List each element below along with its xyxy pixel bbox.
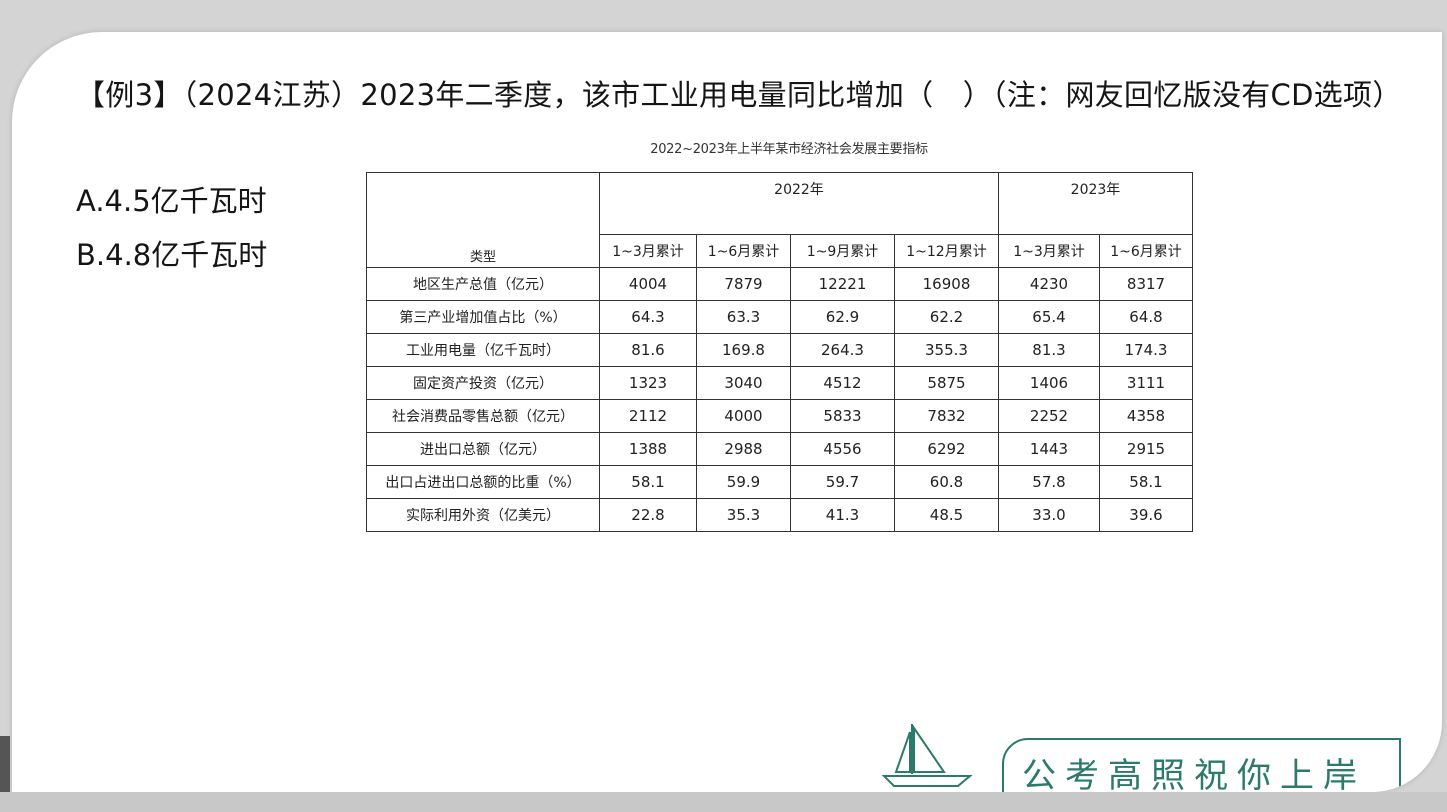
table-cell: 33.0 [998, 498, 1100, 532]
option-b: B.4.8亿千瓦时 [76, 238, 268, 272]
table-cell: 62.9 [790, 300, 895, 334]
row-label: 工业用电量（亿千瓦时） [366, 333, 600, 367]
subheader: 1~6月累计 [696, 234, 791, 268]
table-cell: 1443 [998, 432, 1100, 466]
option-a: A.4.5亿千瓦时 [76, 184, 267, 218]
table-cell: 1388 [599, 432, 697, 466]
table-cell: 64.3 [599, 300, 697, 334]
slide: 【例3】（2024江苏）2023年二季度，该市工业用电量同比增加（ ）（注：网友… [12, 32, 1442, 792]
table-cell: 16908 [894, 267, 999, 301]
table-cell: 169.8 [696, 333, 791, 367]
table-cell: 6292 [894, 432, 999, 466]
indicator-table: 类型 2022年 2023年 1~3月累计 1~6月累计 1~9月累计 1~12… [366, 172, 1193, 532]
subheader: 1~6月累计 [1099, 234, 1193, 268]
table-cell: 4512 [790, 366, 895, 400]
table-cell: 8317 [1099, 267, 1193, 301]
subheader: 1~3月累计 [599, 234, 697, 268]
table-row: 地区生产总值（亿元） 4004 7879 12221 16908 4230 8317 [366, 267, 1193, 301]
table-cell: 2252 [998, 399, 1100, 433]
table-cell: 57.8 [998, 465, 1100, 499]
table-cell: 22.8 [599, 498, 697, 532]
row-label: 固定资产投资（亿元） [366, 366, 600, 400]
table-cell: 58.1 [1099, 465, 1193, 499]
left-edge-bar [0, 736, 10, 812]
table-cell: 5875 [894, 366, 999, 400]
table-row: 进出口总额（亿元） 1388 2988 4556 6292 1443 2915 [366, 432, 1193, 466]
table-row: 第三产业增加值占比（%） 64.3 63.3 62.9 62.2 65.4 64.8 [366, 300, 1193, 334]
table-cell: 4004 [599, 267, 697, 301]
table-cell: 7832 [894, 399, 999, 433]
table-cell: 62.2 [894, 300, 999, 334]
table-cell: 48.5 [894, 498, 999, 532]
table-cell: 264.3 [790, 333, 895, 367]
table-cell: 5833 [790, 399, 895, 433]
table-row: 工业用电量（亿千瓦时） 81.6 169.8 264.3 355.3 81.3 174.3 [366, 333, 1193, 367]
table-cell: 59.7 [790, 465, 895, 499]
table-cell: 2988 [696, 432, 791, 466]
subheader: 1~9月累计 [790, 234, 895, 268]
table-cell: 4358 [1099, 399, 1193, 433]
table-cell: 58.1 [599, 465, 697, 499]
table-cell: 4556 [790, 432, 895, 466]
table-cell: 7879 [696, 267, 791, 301]
footer-banner [1002, 738, 1401, 792]
table-row: 出口占进出口总额的比重（%） 58.1 59.9 59.7 60.8 57.8 58.1 [366, 465, 1193, 499]
footer-slogan: 公考高照祝你上岸 [1022, 756, 1366, 792]
row-label: 进出口总额（亿元） [366, 432, 600, 466]
row-label: 实际利用外资（亿美元） [366, 498, 600, 532]
table-cell: 12221 [790, 267, 895, 301]
table-row: 社会消费品零售总额（亿元） 2112 4000 5833 7832 2252 4358 [366, 399, 1193, 433]
sailboat-icon [881, 724, 973, 787]
bottom-strip [0, 792, 1447, 812]
type-header: 类型 [366, 172, 600, 268]
row-label: 出口占进出口总额的比重（%） [366, 465, 600, 499]
table-cell: 1323 [599, 366, 697, 400]
table-cell: 2915 [1099, 432, 1193, 466]
row-label: 地区生产总值（亿元） [366, 267, 600, 301]
row-label: 第三产业增加值占比（%） [366, 300, 600, 334]
table-title: 2022~2023年上半年某市经济社会发展主要指标 [650, 142, 928, 157]
table-cell: 81.6 [599, 333, 697, 367]
table-cell: 60.8 [894, 465, 999, 499]
table-cell: 4000 [696, 399, 791, 433]
table-cell: 64.8 [1099, 300, 1193, 334]
subheader: 1~3月累计 [998, 234, 1100, 268]
table-cell: 355.3 [894, 333, 999, 367]
question-text: 【例3】（2024江苏）2023年二季度，该市工业用电量同比增加（ ）（注：网友… [76, 78, 1402, 112]
subheader: 1~12月累计 [894, 234, 999, 268]
table-cell: 41.3 [790, 498, 895, 532]
table-row: 实际利用外资（亿美元） 22.8 35.3 41.3 48.5 33.0 39.6 [366, 498, 1193, 532]
table-cell: 65.4 [998, 300, 1100, 334]
table-row: 固定资产投资（亿元） 1323 3040 4512 5875 1406 3111 [366, 366, 1193, 400]
year-2023-header: 2023年 [998, 172, 1193, 235]
table-cell: 3111 [1099, 366, 1193, 400]
row-label: 社会消费品零售总额（亿元） [366, 399, 600, 433]
table-cell: 39.6 [1099, 498, 1193, 532]
table-cell: 174.3 [1099, 333, 1193, 367]
year-2022-header: 2022年 [599, 172, 999, 235]
table-cell: 1406 [998, 366, 1100, 400]
table-cell: 63.3 [696, 300, 791, 334]
table-cell: 35.3 [696, 498, 791, 532]
table-cell: 3040 [696, 366, 791, 400]
table-cell: 59.9 [696, 465, 791, 499]
table-cell: 81.3 [998, 333, 1100, 367]
table-cell: 2112 [599, 399, 697, 433]
table-cell: 4230 [998, 267, 1100, 301]
